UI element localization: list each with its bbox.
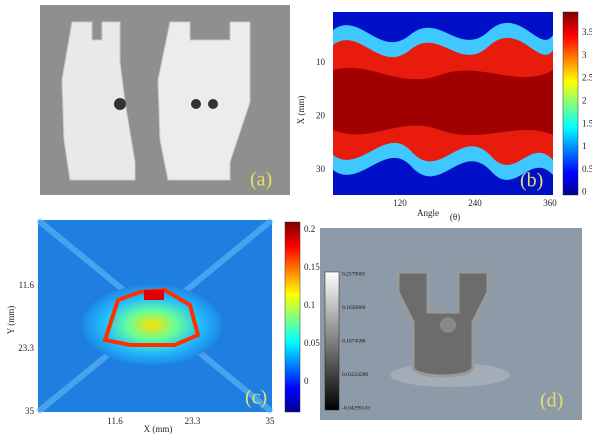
colorbar-tick-label: 0.03223289: [342, 372, 368, 378]
render-d: (d): [320, 228, 582, 420]
panel-label: (c): [245, 387, 267, 409]
panel-label: (a): [250, 169, 272, 191]
colorbar-tick-label: -0.04299143: [342, 405, 370, 411]
colorbar-tick-label: 0.5: [582, 164, 592, 174]
photo-panel: (a): [40, 5, 290, 195]
x-axis-unit: (θ): [450, 212, 460, 222]
x-axis-label: X (mm): [144, 424, 173, 434]
y-tick-label: 23.3: [18, 343, 34, 353]
y-tick-label: 20: [316, 111, 326, 121]
x-tick-label: 35: [266, 416, 276, 426]
heatmap-c: Y (mm) X (mm) (c): [6, 220, 300, 434]
figure: (a) X (mm) Angle (θ) (b) Y (mm) X (mm) (…: [0, 0, 592, 434]
colorbar-tick-label: 0.2: [304, 224, 315, 234]
x-tick-label: 11.6: [107, 416, 123, 426]
x-tick-label: 360: [543, 198, 557, 208]
x-tick-label: 240: [468, 198, 482, 208]
colorbar-tick-label: 1: [582, 141, 587, 151]
x-tick-label: 23.3: [185, 416, 201, 426]
colorbar-tick-label: 0.2579001: [342, 271, 366, 277]
y-tick-label: 30: [316, 164, 326, 174]
heatmap-b: X (mm) Angle (θ) (b): [296, 12, 578, 222]
panel-label: (d): [540, 390, 563, 412]
x-axis-label: Angle: [417, 208, 439, 218]
colorbar-tick-label: 0.15: [304, 262, 320, 272]
colorbar-tick-label: 0: [582, 187, 587, 197]
colorbar-tick-label: 0.1074588: [342, 338, 366, 344]
y-tick-label: 11.6: [19, 280, 35, 290]
colorbar-tick-label: 3: [582, 50, 587, 60]
colorbar-tick-label: 3.5: [582, 27, 592, 37]
colorbar-tick-label: 2.5: [582, 73, 592, 83]
panel-label: (b): [520, 170, 543, 192]
y-axis-label: Y (mm): [6, 306, 16, 334]
colorbar-tick-label: 1.5: [582, 118, 592, 128]
y-tick-label: 10: [316, 57, 326, 67]
colorbar-tick-label: 0.1: [304, 300, 315, 310]
colorbar-tick-label: 0.05: [304, 338, 320, 348]
colorbar-tick-label: 2: [582, 95, 587, 105]
y-axis-label: X (mm): [296, 96, 306, 125]
colorbar-tick-label: 0: [304, 376, 309, 386]
colorbar-tick-label: 0.1626869: [342, 305, 366, 311]
x-tick-label: 120: [393, 198, 407, 208]
y-tick-label: 35: [25, 406, 35, 416]
